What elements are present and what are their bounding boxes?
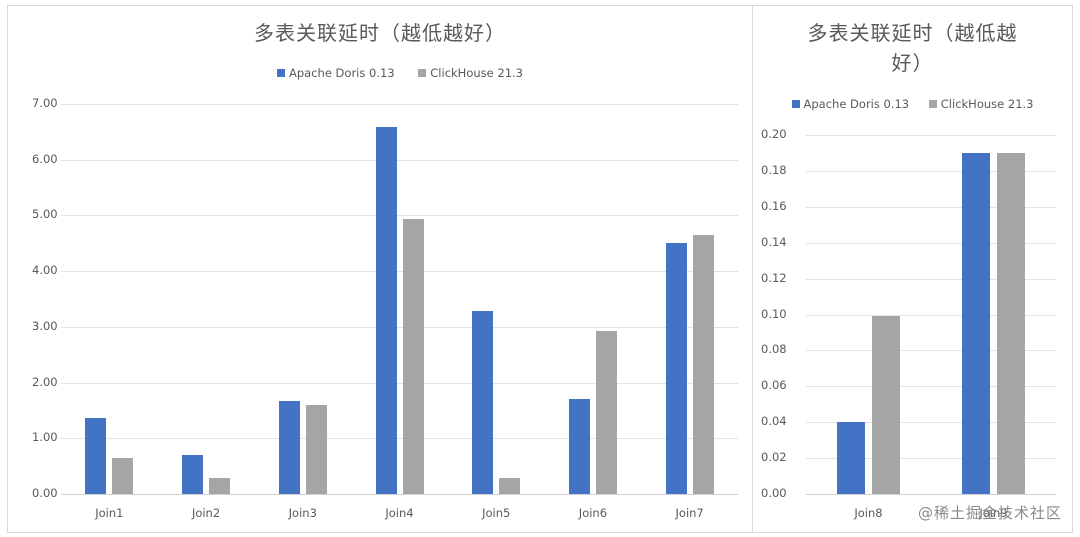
bar-clickhouse-join9: [997, 152, 1025, 494]
gridline: [61, 215, 738, 217]
gridline: [61, 271, 738, 273]
bar-doris-join7: [665, 243, 687, 494]
x-axis-line: [61, 494, 738, 495]
bar-doris-join3: [278, 400, 300, 494]
bar-clickhouse-join3: [305, 404, 327, 494]
legend-swatch-doris: [791, 100, 800, 108]
gridline: [806, 314, 1056, 316]
gridline: [61, 326, 738, 328]
chart-title-line-2: 好）: [891, 51, 934, 75]
y-tick-label: 1.00: [32, 430, 58, 445]
bar-clickhouse-join7: [692, 234, 714, 494]
gridline: [806, 422, 1056, 424]
bar-clickhouse-join5: [499, 477, 521, 494]
y-tick-label: 0.14: [761, 234, 787, 249]
y-tick-label: 0.12: [761, 270, 787, 285]
bar-doris-join2: [182, 455, 204, 494]
bar-doris-join4: [375, 126, 397, 494]
x-tick-label: Join1: [95, 506, 124, 520]
x-tick-label: Join7: [675, 506, 704, 520]
y-tick-label: 7.00: [32, 96, 58, 110]
plot-area: [61, 104, 738, 495]
bar-clickhouse-join6: [595, 330, 617, 494]
legend-swatch-clickhouse: [928, 100, 937, 108]
legend-label-doris: Apache Doris 0.13: [289, 66, 395, 80]
y-tick-label: 2.00: [32, 374, 58, 389]
y-tick-label: 0.08: [761, 342, 787, 357]
x-axis-line: [806, 494, 1056, 495]
gridline: [61, 438, 738, 440]
legend-label-doris: Apache Doris 0.13: [803, 97, 910, 111]
legend-label-clickhouse: ClickHouse 21.3: [430, 66, 523, 80]
legend-swatch-clickhouse: [418, 69, 427, 77]
legend-item-doris: Apache Doris 0.13: [277, 66, 395, 80]
y-tick-label: 0.18: [761, 162, 787, 177]
y-tick-label: 3.00: [32, 318, 58, 333]
gridline: [806, 386, 1056, 388]
watermark: @稀土掘金技术社区: [917, 504, 1062, 522]
y-tick-label: 0.20: [761, 127, 787, 141]
gridline: [806, 458, 1056, 460]
chart-title: 多表关联延时（越低越好）: [254, 21, 506, 45]
gridline: [806, 206, 1056, 208]
bar-doris-join5: [472, 310, 494, 494]
bar-clickhouse-join2: [209, 477, 231, 494]
gridline: [61, 382, 738, 384]
gridline: [806, 278, 1056, 280]
gridline: [806, 350, 1056, 352]
legend-item-clickhouse: ClickHouse 21.3: [928, 97, 1034, 111]
y-tick-label: 5.00: [32, 207, 58, 222]
y-tick-label: 0.06: [761, 378, 787, 393]
y-tick-label: 0.04: [761, 414, 787, 429]
gridline: [806, 170, 1056, 172]
plot-area: [806, 135, 1056, 495]
gridline: [806, 135, 1056, 136]
x-tick-label: Join8: [854, 506, 883, 520]
bar-clickhouse-join8: [872, 316, 900, 494]
bar-doris-join8: [837, 422, 865, 494]
x-tick-label: Join6: [578, 506, 608, 520]
x-tick-label: Join9: [979, 506, 1008, 520]
bar-doris-join6: [568, 399, 590, 494]
y-tick-label: 0.00: [32, 486, 58, 500]
bar-doris-join9: [962, 152, 990, 494]
gridline: [61, 159, 738, 161]
gridline: [61, 104, 738, 105]
left-chart-panel: 多表关联延时（越低越好） Apache Doris 0.13 ClickHous…: [7, 5, 753, 533]
y-tick-label: 0.16: [761, 198, 787, 213]
legend-swatch-doris: [277, 69, 285, 77]
legend-label-clickhouse: ClickHouse 21.3: [940, 97, 1034, 111]
chart-legend: Apache Doris 0.13 ClickHouse 21.3: [8, 66, 752, 80]
bar-clickhouse-join4: [402, 218, 424, 494]
right-chart-panel: 多表关联延时（越低越 好） Apache Doris 0.13 ClickHou…: [752, 5, 1073, 533]
y-tick-label: 4.00: [32, 263, 58, 278]
chart-legend: Apache Doris 0.13 ClickHouse 21.3: [753, 97, 1072, 111]
chart-title-line-1: 多表关联延时（越低越: [807, 21, 1018, 45]
gridline: [806, 242, 1056, 244]
y-tick-label: 0.00: [761, 486, 787, 500]
y-tick-label: 0.10: [761, 306, 787, 321]
x-tick-label: Join5: [482, 506, 511, 520]
bar-doris-join1: [85, 418, 107, 494]
y-tick-label: 6.00: [32, 151, 58, 166]
x-tick-label: Join2: [191, 506, 221, 520]
legend-item-doris: Apache Doris 0.13: [791, 97, 910, 111]
x-tick-label: Join3: [288, 506, 317, 520]
legend-item-clickhouse: ClickHouse 21.3: [418, 66, 523, 80]
y-tick-label: 0.02: [761, 450, 787, 465]
bar-clickhouse-join1: [112, 457, 134, 494]
x-tick-label: Join4: [385, 506, 414, 520]
